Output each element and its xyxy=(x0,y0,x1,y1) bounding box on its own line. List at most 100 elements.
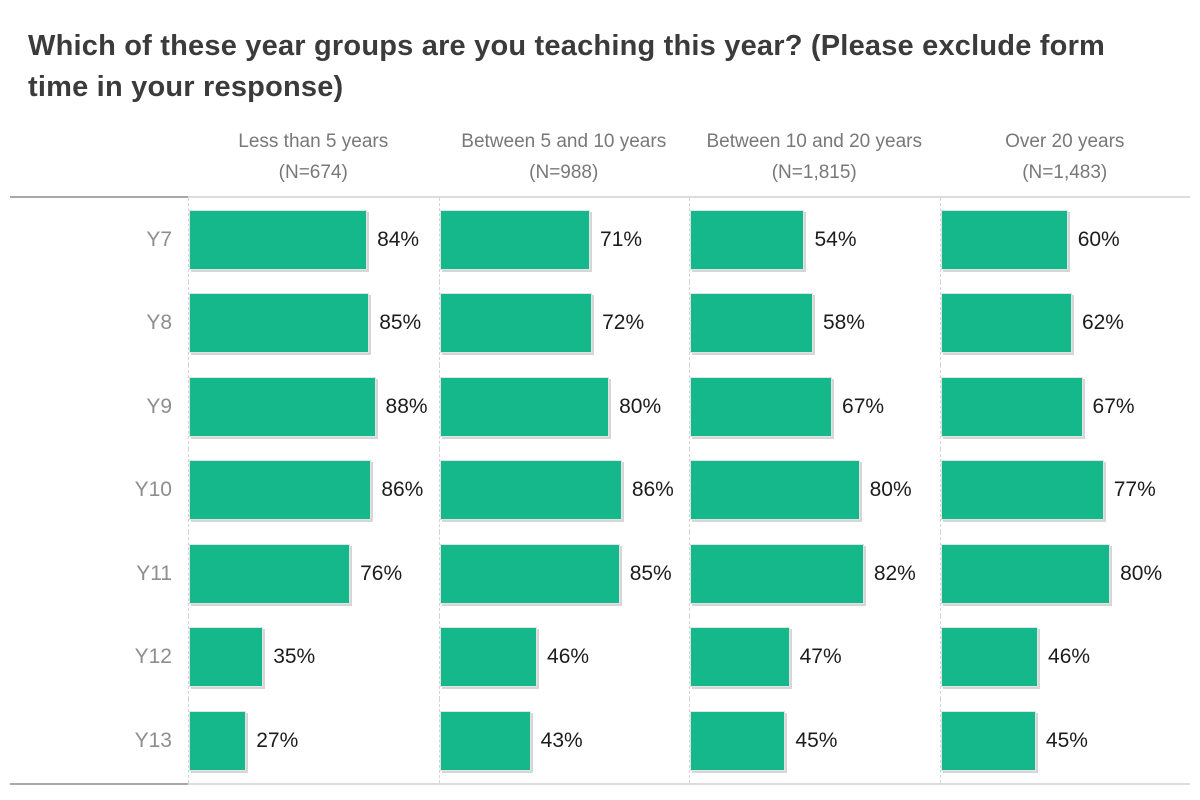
bar-value-label: 60% xyxy=(1077,227,1120,251)
bar-cell: 46% xyxy=(438,615,690,700)
bar-value-label: 76% xyxy=(360,561,403,585)
panel-header-10to20: Between 10 and 20 years (N=1,815) xyxy=(689,128,940,196)
panel-header-lt5: Less than 5 years (N=674) xyxy=(188,128,439,196)
chart-row: Y7 84% 71% 54% 60% xyxy=(10,198,1190,282)
bar-value-label: 86% xyxy=(631,478,674,502)
bar-cell: 76% xyxy=(188,532,439,616)
bottom-axis-gutter-segment xyxy=(10,782,188,785)
bar-value-label: 47% xyxy=(799,645,842,669)
panel-n-label: (N=1,815) xyxy=(771,161,857,183)
bar-cell: 35% xyxy=(188,615,439,700)
bar-value-label: 45% xyxy=(795,728,838,752)
bar xyxy=(439,209,591,270)
bar-cell: 27% xyxy=(188,699,439,783)
bar-cell: 67% xyxy=(939,365,1191,449)
panel-headers: Less than 5 years (N=674) Between 5 and … xyxy=(10,128,1190,196)
panel-n-label: (N=988) xyxy=(529,161,599,183)
bar-cell: 72% xyxy=(438,281,690,366)
bar xyxy=(439,460,622,521)
bar xyxy=(940,627,1039,688)
chart-rows: Y7 84% 71% 54% 60% Y8 85% 72% 58% 62% Y9 88% 80% 67% 6… xyxy=(10,196,1190,785)
bar-cell: 67% xyxy=(689,365,940,449)
bar xyxy=(189,293,370,354)
bar-cell: 80% xyxy=(438,365,690,449)
bar xyxy=(690,627,790,688)
bar-cell: 71% xyxy=(438,198,690,282)
category-label: Y9 xyxy=(146,394,172,418)
bar-value-label: 71% xyxy=(600,227,643,251)
bar xyxy=(189,710,247,771)
bar-cell: 84% xyxy=(188,198,439,282)
category-label: Y7 xyxy=(146,227,172,251)
chart-title: Which of these year groups are you teach… xyxy=(28,30,1106,104)
bar-value-label: 85% xyxy=(629,561,672,585)
category-label: Y10 xyxy=(134,478,172,502)
bar xyxy=(940,376,1083,437)
bar-value-label: 46% xyxy=(1048,645,1091,669)
bar-cell: 77% xyxy=(939,448,1191,533)
bar-chart: Less than 5 years (N=674) Between 5 and … xyxy=(10,128,1190,785)
bar xyxy=(439,627,538,688)
panel-header-over20: Over 20 years (N=1,483) xyxy=(940,128,1191,196)
bar xyxy=(690,376,833,437)
bar-cell: 85% xyxy=(438,532,690,616)
category-label: Y12 xyxy=(134,645,172,669)
bar-cell: 43% xyxy=(438,699,690,783)
bar-value-label: 82% xyxy=(873,561,916,585)
bar-cell: 86% xyxy=(188,448,439,533)
bar xyxy=(940,209,1068,270)
panel-label: Between 10 and 20 years xyxy=(706,131,923,152)
bar xyxy=(439,293,593,354)
bar-value-label: 80% xyxy=(619,394,662,418)
bar-value-label: 80% xyxy=(869,478,912,502)
bar-value-label: 46% xyxy=(547,645,590,669)
header-gutter-spacer xyxy=(10,128,188,196)
bar-cell: 62% xyxy=(939,281,1191,366)
bar-cell: 47% xyxy=(689,615,940,700)
bar xyxy=(439,376,610,437)
bar-cell: 45% xyxy=(689,699,940,783)
top-axis-line xyxy=(10,196,1190,199)
bar-value-label: 85% xyxy=(379,311,422,335)
plot-area: Y7 84% 71% 54% 60% Y8 85% 72% 58% 62% Y9 88% 80% 67% 6… xyxy=(10,196,1190,785)
bar-cell: 60% xyxy=(939,198,1191,282)
bar-cell: 82% xyxy=(689,532,940,616)
bar xyxy=(189,460,372,521)
chart-row: Y8 85% 72% 58% 62% xyxy=(10,281,1191,366)
bar xyxy=(690,543,864,604)
bar-value-label: 62% xyxy=(1081,311,1124,335)
bar xyxy=(189,209,368,270)
bar-value-label: 80% xyxy=(1120,561,1163,585)
bar-value-label: 54% xyxy=(814,227,857,251)
category-label: Y8 xyxy=(146,311,172,335)
bar xyxy=(690,460,860,521)
bar-cell: 46% xyxy=(939,615,1191,700)
chart-row: Y13 27% 43% 45% 45% xyxy=(10,699,1190,783)
bottom-axis-line xyxy=(10,782,1190,785)
bar-value-label: 84% xyxy=(377,227,420,251)
bar-value-label: 88% xyxy=(385,394,428,418)
category-label: Y13 xyxy=(134,728,172,752)
bar xyxy=(690,209,805,270)
bar-value-label: 45% xyxy=(1045,728,1088,752)
top-axis-gutter-segment xyxy=(10,196,188,199)
bar-cell: 88% xyxy=(188,365,439,449)
chart-row: Y10 86% 86% 80% 77% xyxy=(10,448,1191,533)
chart-row: Y11 76% 85% 82% 80% xyxy=(10,532,1190,616)
panel-n-label: (N=674) xyxy=(278,161,348,183)
bar-cell: 86% xyxy=(438,448,690,533)
bar xyxy=(940,293,1072,354)
bar xyxy=(690,293,813,354)
bar-cell: 45% xyxy=(939,699,1191,783)
bar xyxy=(189,376,376,437)
bar-value-label: 67% xyxy=(1092,394,1135,418)
panel-label: Less than 5 years xyxy=(238,131,389,152)
bar-value-label: 72% xyxy=(602,311,645,335)
bar xyxy=(940,710,1036,771)
panel-label: Over 20 years xyxy=(1005,131,1125,152)
panel-n-label: (N=1,483) xyxy=(1022,161,1108,183)
bar-cell: 80% xyxy=(689,448,940,533)
bar xyxy=(439,543,620,604)
bar-cell: 80% xyxy=(939,532,1191,616)
